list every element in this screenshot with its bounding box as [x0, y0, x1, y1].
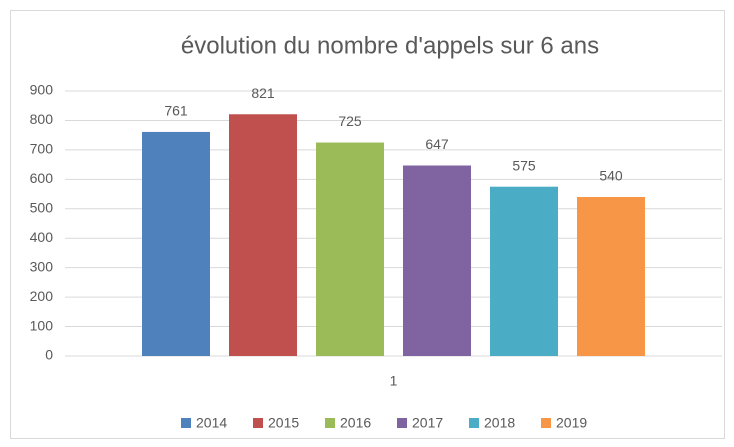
y-tick-label: 800 — [30, 111, 54, 127]
y-tick-label: 700 — [30, 141, 54, 157]
legend-label: 2015 — [268, 415, 299, 431]
data-label: 821 — [251, 85, 275, 101]
bar — [229, 114, 297, 356]
y-tick-label: 900 — [30, 82, 54, 98]
y-tick-label: 600 — [30, 170, 54, 186]
bar — [403, 165, 471, 356]
data-label: 540 — [599, 168, 623, 184]
bar — [316, 142, 384, 356]
legend-label: 2019 — [556, 415, 587, 431]
legend-swatch — [253, 418, 263, 428]
legend-swatch — [325, 418, 335, 428]
bar — [577, 197, 645, 356]
y-tick-label: 100 — [30, 317, 54, 333]
data-label: 761 — [164, 103, 188, 119]
y-tick-label: 0 — [45, 347, 53, 363]
legend-swatch — [181, 418, 191, 428]
legend-label: 2018 — [484, 415, 515, 431]
legend-label: 2014 — [196, 415, 227, 431]
y-tick-label: 300 — [30, 258, 54, 274]
bar — [490, 186, 558, 356]
y-tick-label: 200 — [30, 288, 54, 304]
legend-label: 2016 — [340, 415, 371, 431]
legend-swatch — [397, 418, 407, 428]
data-label: 725 — [338, 113, 362, 129]
legend-swatch — [541, 418, 551, 428]
legend-swatch — [469, 418, 479, 428]
x-tick-label: 1 — [390, 373, 398, 389]
data-label: 575 — [512, 157, 536, 173]
chart-title: évolution du nombre d'appels sur 6 ans — [181, 32, 599, 59]
y-tick-label: 500 — [30, 199, 54, 215]
y-tick-label: 400 — [30, 229, 54, 245]
legend-label: 2017 — [412, 415, 443, 431]
bar — [142, 131, 210, 356]
data-label: 647 — [425, 136, 449, 152]
